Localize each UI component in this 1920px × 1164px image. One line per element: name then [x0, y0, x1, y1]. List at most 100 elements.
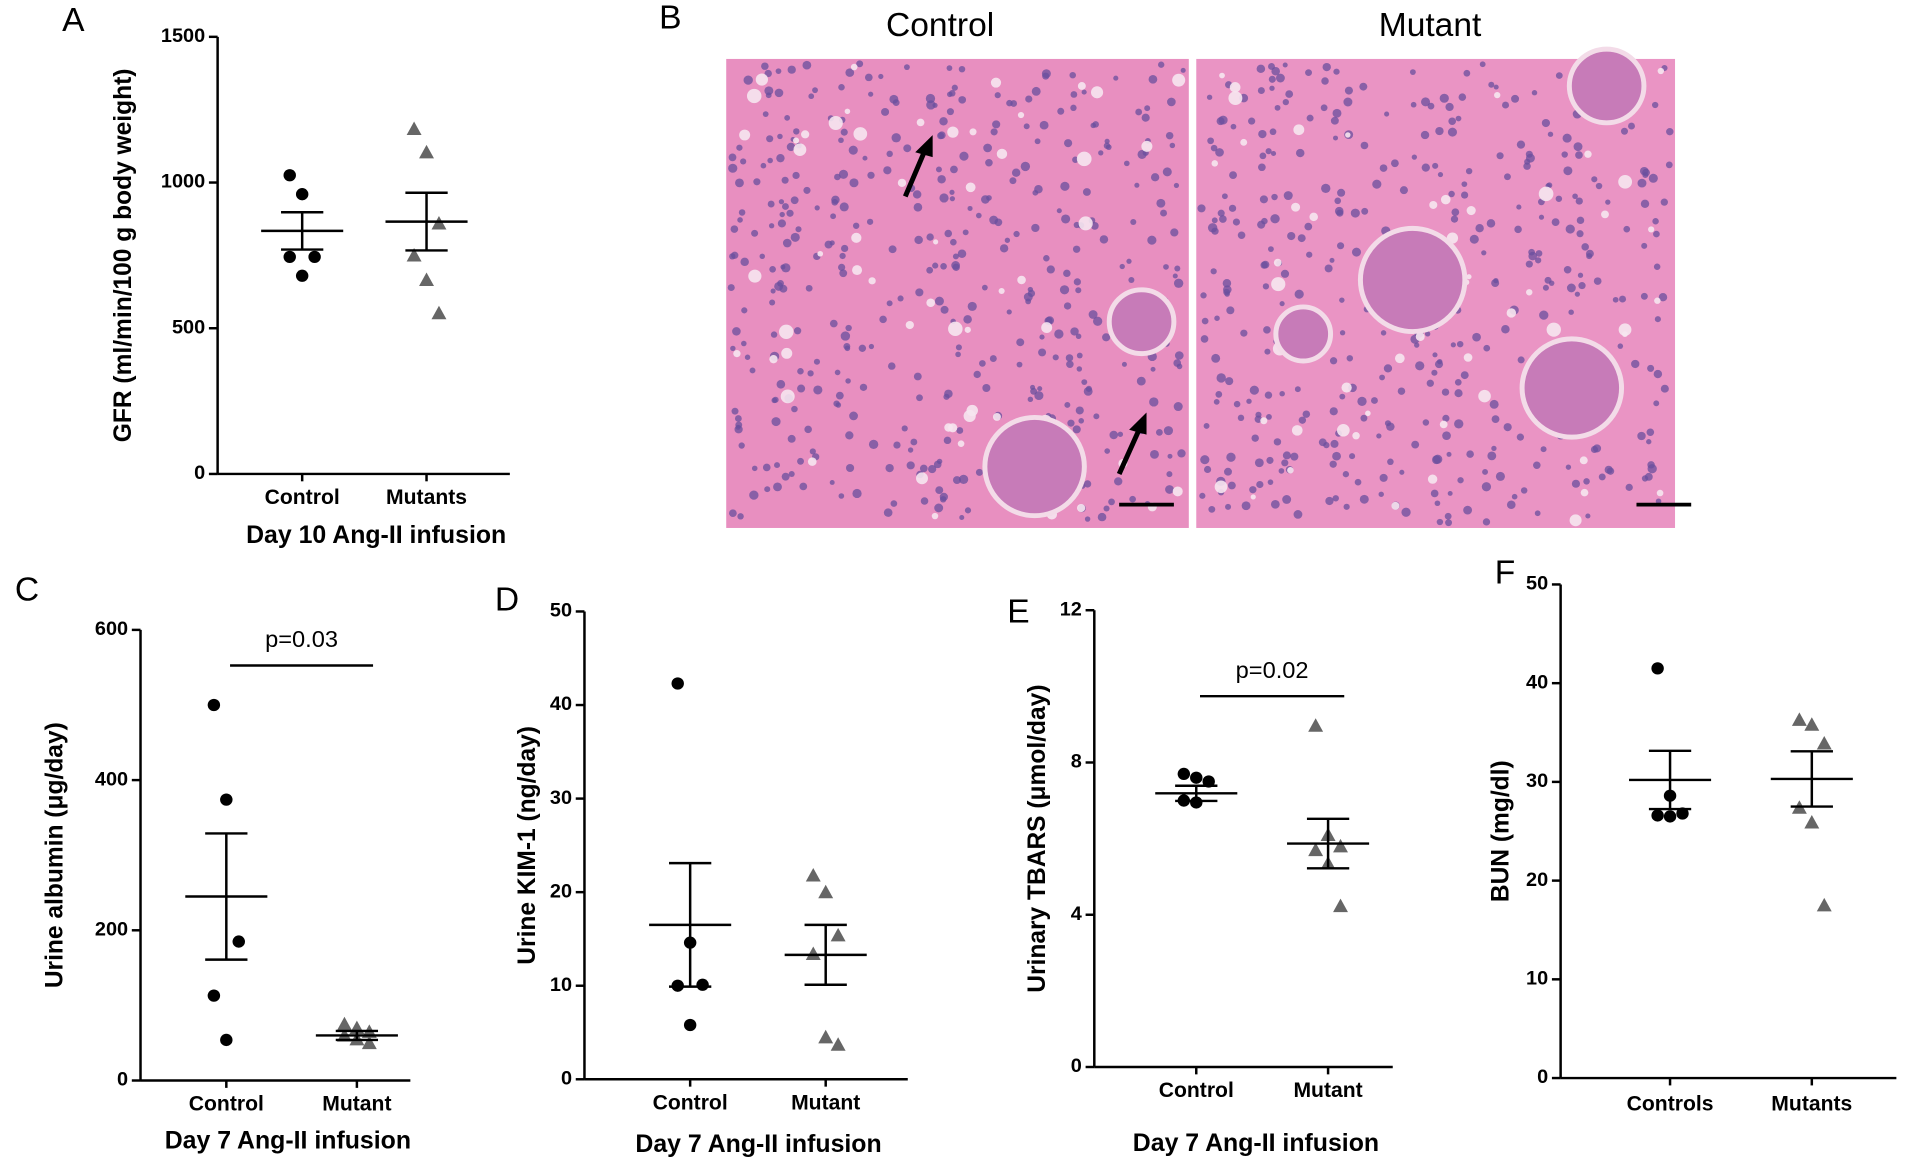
- y-axis-label: Urine KIM-1 (ng/day): [514, 726, 541, 965]
- y-tick-label: 500: [172, 317, 205, 339]
- nucleus: [1215, 391, 1223, 398]
- p-value: p=0.03: [265, 626, 338, 652]
- nucleus: [762, 111, 769, 118]
- data-point: [361, 1035, 377, 1050]
- nucleus: [1203, 423, 1210, 429]
- lumen: [1273, 258, 1282, 267]
- nucleus: [1336, 209, 1344, 217]
- nucleus: [1199, 492, 1206, 499]
- lumen: [852, 265, 863, 276]
- nucleus: [1090, 221, 1099, 230]
- x-tick-label: Mutant: [322, 1093, 391, 1116]
- nucleus: [1278, 468, 1285, 474]
- nucleus: [1442, 431, 1451, 440]
- y-tick-label: 30: [1526, 770, 1548, 792]
- nucleus: [1034, 138, 1041, 145]
- nucleus: [1361, 207, 1369, 215]
- nucleus: [1206, 94, 1213, 100]
- nucleus: [1435, 126, 1444, 136]
- nucleus: [1059, 285, 1070, 295]
- nucleus: [1479, 61, 1486, 68]
- nucleus: [1082, 188, 1091, 196]
- lumen: [1415, 332, 1425, 342]
- nucleus: [1623, 225, 1631, 233]
- nucleus: [959, 151, 969, 161]
- nucleus: [838, 84, 845, 91]
- data-point: [683, 1018, 697, 1032]
- nucleus: [1038, 348, 1047, 357]
- nucleus: [1448, 117, 1457, 126]
- nucleus: [1330, 116, 1339, 125]
- data-point: [818, 884, 834, 899]
- nucleus: [897, 295, 904, 302]
- data-point: [805, 867, 821, 882]
- nucleus: [770, 331, 778, 338]
- x-tick-label: Controls: [1627, 1093, 1714, 1116]
- data-point: [1663, 810, 1677, 823]
- nucleus: [1119, 263, 1125, 270]
- nucleus: [1466, 450, 1474, 458]
- data-point: [1308, 718, 1324, 732]
- nucleus: [868, 91, 874, 97]
- nucleus: [1339, 393, 1346, 400]
- nucleus: [1605, 199, 1611, 205]
- nucleus: [1160, 209, 1168, 217]
- nucleus: [979, 360, 986, 367]
- nucleus: [1268, 75, 1276, 83]
- nucleus: [1226, 452, 1236, 462]
- nucleus: [838, 263, 846, 271]
- lumen: [1546, 322, 1561, 337]
- nucleus: [1422, 419, 1430, 426]
- nucleus: [1130, 219, 1137, 226]
- nucleus: [839, 202, 849, 212]
- lumen: [1076, 151, 1092, 167]
- nucleus: [1575, 197, 1583, 205]
- nucleus: [1268, 246, 1274, 252]
- y-tick-label: 30: [550, 787, 572, 809]
- nucleus: [1031, 223, 1040, 233]
- nucleus: [1023, 292, 1033, 302]
- nucleus: [1088, 310, 1098, 319]
- nucleus: [829, 240, 835, 246]
- nucleus: [1535, 257, 1542, 264]
- lumen: [1229, 82, 1241, 93]
- nucleus: [1421, 97, 1431, 107]
- y-tick-label: 0: [194, 462, 205, 484]
- nucleus: [1282, 62, 1288, 68]
- nucleus: [1371, 397, 1378, 404]
- nucleus: [1282, 99, 1289, 106]
- nucleus: [848, 145, 858, 155]
- nucleus: [762, 463, 771, 472]
- nucleus: [802, 60, 812, 70]
- nucleus: [1565, 464, 1572, 470]
- nucleus: [1105, 144, 1112, 151]
- nucleus: [1114, 477, 1123, 486]
- nucleus: [1640, 292, 1648, 300]
- nucleus: [1216, 373, 1226, 383]
- lumen: [964, 326, 971, 333]
- lumen: [850, 63, 858, 71]
- nucleus: [1450, 215, 1459, 223]
- nucleus: [1411, 440, 1420, 449]
- nucleus: [1542, 284, 1549, 291]
- nucleus: [1254, 458, 1264, 468]
- nucleus: [781, 176, 789, 184]
- lumen: [807, 457, 817, 466]
- lumen: [947, 126, 959, 138]
- nucleus: [1255, 411, 1262, 418]
- p-value: p=0.02: [1236, 657, 1309, 683]
- data-point: [419, 144, 434, 159]
- nucleus: [1081, 379, 1088, 386]
- x-axis-label: Day 7 Ang-II infusion: [1133, 1130, 1379, 1157]
- nucleus: [992, 120, 1001, 129]
- nucleus: [1337, 188, 1346, 197]
- lumen: [793, 143, 807, 157]
- y-tick-label: 40: [550, 693, 572, 715]
- nucleus: [1547, 131, 1554, 137]
- nucleus: [1226, 306, 1235, 315]
- nucleus: [1424, 331, 1431, 337]
- nucleus: [1083, 386, 1093, 396]
- nucleus: [1454, 378, 1462, 386]
- nucleus: [797, 384, 806, 393]
- nucleus: [990, 128, 998, 136]
